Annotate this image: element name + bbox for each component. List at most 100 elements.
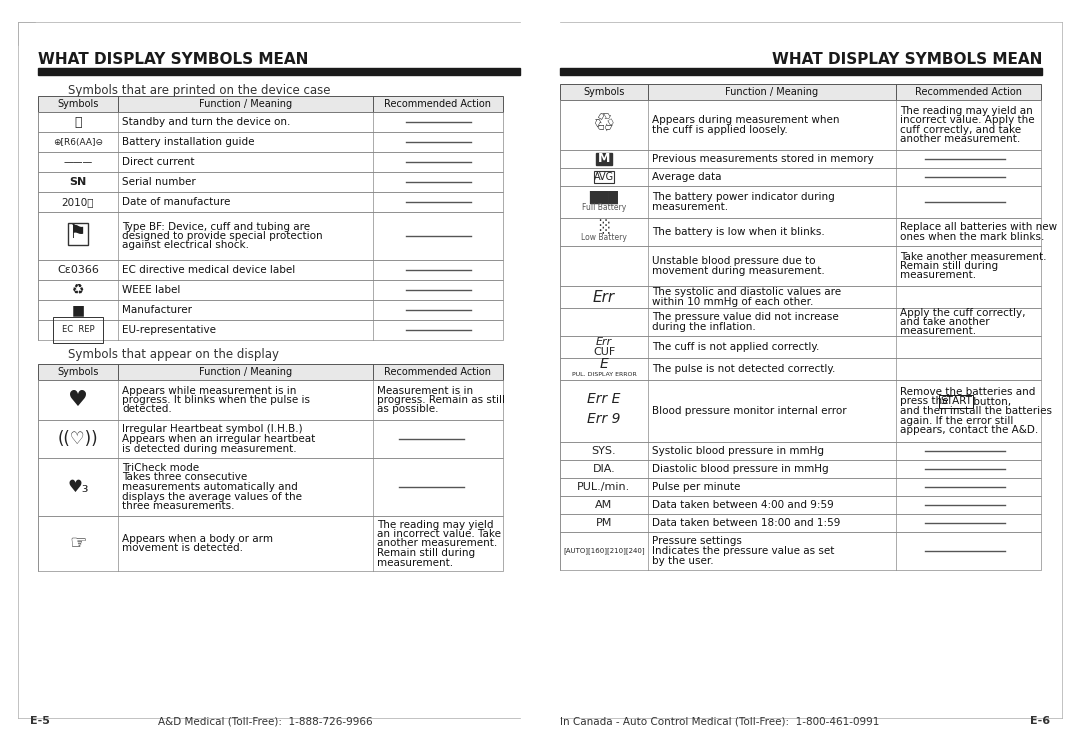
Bar <box>561 246 1041 286</box>
Text: Pulse per minute: Pulse per minute <box>652 482 741 492</box>
Text: Symbols that are printed on the device case: Symbols that are printed on the device c… <box>68 84 330 97</box>
Bar <box>38 280 503 300</box>
Bar <box>561 218 1041 246</box>
Text: WEEE label: WEEE label <box>122 285 180 295</box>
Text: displays the average values of the: displays the average values of the <box>122 491 302 502</box>
Bar <box>561 496 1041 514</box>
Bar <box>38 132 503 152</box>
Bar <box>561 496 1041 514</box>
Text: detected.: detected. <box>122 405 172 414</box>
Text: WHAT DISPLAY SYMBOLS MEAN: WHAT DISPLAY SYMBOLS MEAN <box>771 52 1042 67</box>
Text: Serial number: Serial number <box>122 177 195 187</box>
Bar <box>38 132 503 152</box>
Text: again. If the error still: again. If the error still <box>900 416 1013 425</box>
Bar <box>38 212 503 260</box>
Text: In Canada - Auto Control Medical (Toll-Free):  1-800-461-0991: In Canada - Auto Control Medical (Toll-F… <box>561 716 880 726</box>
Text: Systolic blood pressure in mmHg: Systolic blood pressure in mmHg <box>652 446 824 456</box>
Text: The cuff is not applied correctly.: The cuff is not applied correctly. <box>652 342 820 352</box>
Text: measurement.: measurement. <box>900 270 976 281</box>
Text: The pressure value did not increase: The pressure value did not increase <box>652 312 839 322</box>
Text: CUF: CUF <box>593 347 616 357</box>
Bar <box>38 212 503 260</box>
Text: Take another measurement.: Take another measurement. <box>900 251 1047 262</box>
Bar <box>561 68 1042 75</box>
Bar <box>38 320 503 340</box>
Text: The reading may yield an: The reading may yield an <box>900 106 1032 116</box>
Text: Err 9: Err 9 <box>588 412 621 426</box>
Bar <box>561 380 1041 442</box>
Bar <box>561 186 1041 218</box>
Text: The pulse is not detected correctly.: The pulse is not detected correctly. <box>652 364 835 374</box>
Text: Replace all batteries with new: Replace all batteries with new <box>900 222 1057 232</box>
Bar <box>38 260 503 280</box>
Bar <box>561 150 1041 168</box>
Bar <box>38 300 503 320</box>
Text: Average data: Average data <box>652 172 721 182</box>
Text: AM: AM <box>595 500 612 510</box>
Text: Battery installation guide: Battery installation guide <box>122 137 255 147</box>
Bar <box>38 364 503 380</box>
Text: The reading may yield: The reading may yield <box>377 519 494 530</box>
Bar <box>561 358 1041 380</box>
Text: Type BF: Device, cuff and tubing are: Type BF: Device, cuff and tubing are <box>122 222 310 231</box>
Text: Unstable blood pressure due to: Unstable blood pressure due to <box>652 256 815 266</box>
Text: A&D Medical (Toll-Free):  1-888-726-9966: A&D Medical (Toll-Free): 1-888-726-9966 <box>158 716 373 726</box>
Text: within 10 mmHg of each other.: within 10 mmHg of each other. <box>652 296 813 307</box>
Text: The battery is low when it blinks.: The battery is low when it blinks. <box>652 227 825 237</box>
Text: and then install the batteries: and then install the batteries <box>900 406 1052 416</box>
Bar <box>561 150 1041 168</box>
Text: measurements automatically and: measurements automatically and <box>122 482 298 492</box>
Text: ones when the mark blinks.: ones when the mark blinks. <box>900 232 1044 242</box>
Text: Measurement is in: Measurement is in <box>377 385 473 396</box>
Text: Takes three consecutive: Takes three consecutive <box>122 473 247 482</box>
Bar <box>38 420 503 458</box>
Bar <box>38 380 503 420</box>
Text: Full Battery: Full Battery <box>582 202 626 211</box>
Bar <box>561 478 1041 496</box>
Text: Data taken between 4:00 and 9:59: Data taken between 4:00 and 9:59 <box>652 500 834 510</box>
Bar <box>561 532 1041 570</box>
Bar <box>38 152 503 172</box>
Text: Indicates the pressure value as set: Indicates the pressure value as set <box>652 546 835 556</box>
Text: TriCheck mode: TriCheck mode <box>122 463 199 473</box>
Text: E-6: E-6 <box>1030 716 1050 726</box>
Bar <box>38 260 503 280</box>
Text: measurement.: measurement. <box>652 202 728 212</box>
Bar <box>38 152 503 172</box>
Bar <box>38 380 503 420</box>
Bar <box>38 172 503 192</box>
Bar <box>561 84 1041 100</box>
Text: Err E: Err E <box>588 392 621 406</box>
Text: Function / Meaning: Function / Meaning <box>726 87 819 97</box>
Text: Appears during measurement when: Appears during measurement when <box>652 116 839 125</box>
Bar <box>561 380 1041 442</box>
Bar <box>561 336 1041 358</box>
Text: E-5: E-5 <box>30 716 50 726</box>
Text: Blood pressure monitor internal error: Blood pressure monitor internal error <box>652 406 847 416</box>
Bar <box>38 112 503 132</box>
Text: Function / Meaning: Function / Meaning <box>199 99 292 109</box>
Text: Symbols: Symbols <box>57 367 98 377</box>
Text: the cuff is applied loosely.: the cuff is applied loosely. <box>652 124 787 135</box>
Bar <box>561 358 1041 380</box>
Text: M: M <box>598 153 610 165</box>
Text: Remain still during: Remain still during <box>900 261 998 271</box>
Text: three measurements.: three measurements. <box>122 501 234 511</box>
Bar <box>561 308 1041 336</box>
Bar <box>561 286 1041 308</box>
Text: ⚑: ⚑ <box>69 224 86 242</box>
Bar <box>561 336 1041 358</box>
Text: button,: button, <box>970 396 1011 407</box>
Text: Pressure settings: Pressure settings <box>652 536 742 547</box>
Text: movement during measurement.: movement during measurement. <box>652 266 825 276</box>
Text: PM: PM <box>596 518 612 528</box>
Text: ♥₃: ♥₃ <box>67 478 89 496</box>
Text: against electrical shock.: against electrical shock. <box>122 241 249 250</box>
Text: Appears while measurement is in: Appears while measurement is in <box>122 385 296 396</box>
Bar <box>68 223 87 245</box>
Bar <box>38 172 503 192</box>
Text: movement is detected.: movement is detected. <box>122 543 243 554</box>
Bar <box>561 100 1041 150</box>
Bar <box>38 516 503 571</box>
Text: ♥: ♥ <box>68 390 87 410</box>
